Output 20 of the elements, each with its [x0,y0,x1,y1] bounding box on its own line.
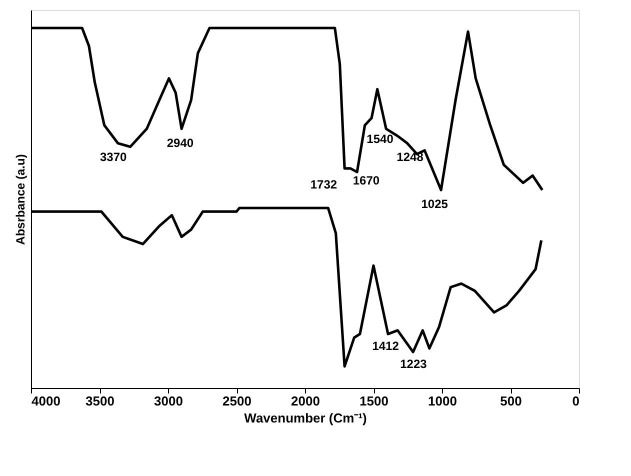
x-tick-label: 1500 [360,394,388,408]
x-tick-label: 2500 [222,394,252,408]
annotation: 1732 [310,177,338,192]
x-tick-label: 1000 [428,394,457,408]
x-tick-label: 2000 [291,394,320,408]
annotation: 1223 [400,357,428,371]
x-tick-label: 4000 [32,394,60,408]
annotation: 3370 [100,150,127,164]
x-tick-label: 3000 [154,394,183,408]
x-tick-label: 3500 [86,394,114,408]
x-tick-label: 0 [572,394,580,408]
annotation: 2940 [166,136,194,150]
annotation: 1025 [421,197,448,211]
annotation: 1248 [396,150,424,164]
annotation: 1412 [372,339,400,353]
annotation: 1540 [366,132,394,146]
annotation: 1670 [352,173,380,188]
y-axis-title: Absrbance (a.u) [14,154,28,245]
x-axis-title: Wavenumber (Cm⁻¹) [244,410,367,426]
x-tick-label: 500 [500,394,522,408]
